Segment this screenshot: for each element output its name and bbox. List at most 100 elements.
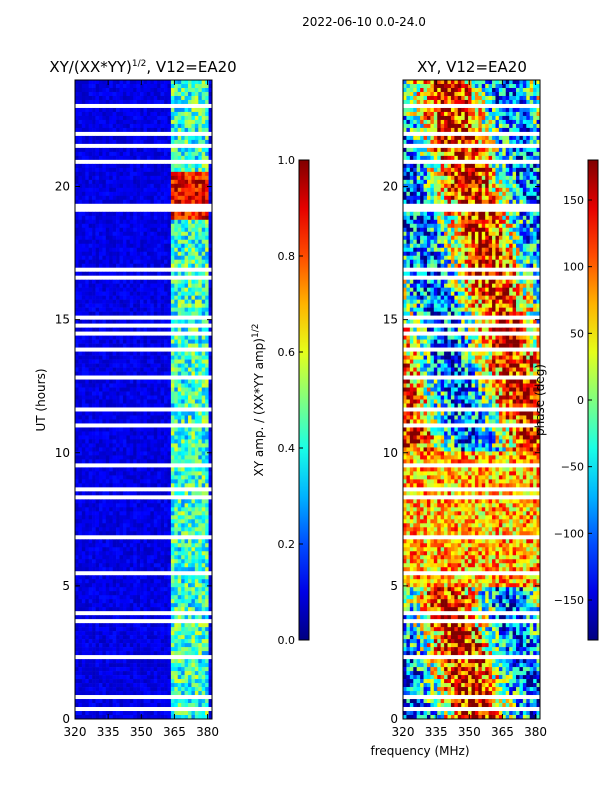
heatmap-cell <box>150 287 155 292</box>
heatmap-cell <box>201 575 206 580</box>
heatmap-cell <box>184 403 189 408</box>
heatmap-cell <box>109 147 113 153</box>
heatmap-cell <box>143 643 148 648</box>
heatmap-cell <box>95 387 100 392</box>
heatmap-cell <box>126 547 131 552</box>
heatmap-cell <box>191 587 196 592</box>
heatmap-cell <box>75 387 79 392</box>
heatmap-cell <box>184 291 189 296</box>
heatmap-cell <box>85 171 89 177</box>
heatmap-cell <box>88 539 93 544</box>
heatmap-cell <box>122 395 127 400</box>
heatmap-cell <box>85 511 89 516</box>
heatmap-cell <box>164 555 168 560</box>
heatmap-cell <box>109 319 113 324</box>
heatmap-cell <box>143 379 148 384</box>
heatmap-cell <box>102 283 107 288</box>
heatmap-cell <box>160 475 165 480</box>
heatmap-cell <box>122 539 127 544</box>
heatmap-cell <box>150 243 155 249</box>
heatmap-cell <box>194 287 199 292</box>
heatmap-cell <box>164 295 168 300</box>
heatmap-cell <box>85 263 89 269</box>
heatmap-cell <box>201 107 206 113</box>
heatmap-cell <box>157 527 161 532</box>
heatmap-cell <box>136 147 141 153</box>
heatmap-cell <box>95 87 100 93</box>
heatmap-cell <box>92 651 96 656</box>
heatmap-cell <box>85 155 89 161</box>
heatmap-cell <box>102 531 107 536</box>
heatmap-cell <box>194 259 199 265</box>
heatmap-cell <box>164 183 168 189</box>
heatmap-cell <box>198 591 203 596</box>
heatmap-cell <box>167 231 172 237</box>
heatmap-cell <box>136 223 141 229</box>
heatmap-cell <box>95 147 100 153</box>
heatmap-cell <box>174 663 179 668</box>
heatmap-cell <box>119 443 124 448</box>
heatmap-cell <box>85 615 89 620</box>
heatmap-cell <box>116 291 120 296</box>
heatmap-cell <box>174 439 179 444</box>
heatmap-cell <box>140 575 144 580</box>
heatmap-cell <box>81 663 86 668</box>
heatmap-cell <box>136 623 141 628</box>
heatmap-cell <box>157 183 161 189</box>
heatmap-cell <box>102 83 107 89</box>
heatmap-cell <box>112 195 117 201</box>
heatmap-cell <box>174 443 179 448</box>
heatmap-cell <box>198 379 203 384</box>
heatmap-cell <box>122 175 127 181</box>
heatmap-cell <box>122 627 127 632</box>
heatmap-cell <box>157 491 161 496</box>
heatmap-cell <box>88 319 93 324</box>
heatmap-cell <box>198 435 203 440</box>
heatmap-cell <box>146 427 151 432</box>
heatmap-cell <box>177 579 182 584</box>
heatmap-cell <box>88 531 93 536</box>
heatmap-cell <box>119 167 124 173</box>
heatmap-cell <box>133 363 137 368</box>
heatmap-cell <box>184 251 189 257</box>
heatmap-cell <box>78 179 83 185</box>
heatmap-cell <box>174 531 179 536</box>
heatmap-cell <box>205 371 209 376</box>
heatmap-cell <box>150 299 155 304</box>
heatmap-cell <box>198 243 203 249</box>
heatmap-cell <box>174 107 179 113</box>
heatmap-cell <box>174 263 179 269</box>
heatmap-cell <box>174 195 179 201</box>
heatmap-cell <box>208 247 213 253</box>
heatmap-cell <box>129 591 134 596</box>
heatmap-cell <box>198 599 203 604</box>
heatmap-cell <box>167 499 172 504</box>
heatmap-cell <box>177 567 182 572</box>
heatmap-cell <box>174 231 179 237</box>
heatmap-cell <box>133 255 137 261</box>
heatmap-cell <box>133 439 137 444</box>
heatmap-cell <box>119 411 124 416</box>
heatmap-cell <box>75 255 79 261</box>
heatmap-cell <box>167 595 172 600</box>
heatmap-cell <box>95 247 100 253</box>
heatmap-cell <box>92 279 96 284</box>
heatmap-cell <box>136 591 141 596</box>
heatmap-cell <box>109 515 113 520</box>
heatmap-cell <box>133 279 137 284</box>
heatmap-cell <box>174 447 179 452</box>
heatmap-cell <box>198 307 203 312</box>
heatmap-cell <box>201 607 206 612</box>
heatmap-cell <box>92 223 96 229</box>
heatmap-cell <box>205 291 209 296</box>
heatmap-cell <box>109 639 113 644</box>
heatmap-cell <box>133 195 137 201</box>
heatmap-cell <box>140 635 144 640</box>
heatmap-cell <box>191 499 196 504</box>
heatmap-cell <box>201 643 206 648</box>
heatmap-cell <box>188 403 192 408</box>
heatmap-cell <box>157 579 161 584</box>
heatmap-cell <box>160 419 165 424</box>
heatmap-cell <box>133 499 137 504</box>
heatmap-cell <box>174 595 179 600</box>
